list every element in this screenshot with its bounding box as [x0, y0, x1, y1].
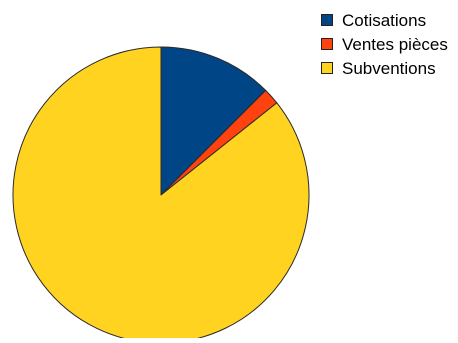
legend-item-subventions: Subventions	[321, 59, 458, 79]
pie-slice-subventions	[12, 46, 310, 343]
legend-swatch-subventions	[321, 62, 333, 74]
legend-swatch-cotisations	[321, 14, 333, 26]
chart-legend: Cotisations Ventes pièces Subventions	[321, 11, 458, 83]
legend-item-ventes-pieces: Ventes pièces	[321, 35, 458, 55]
pie-slice-cotisations	[160, 46, 267, 196]
legend-label-subventions: Subventions	[342, 59, 436, 78]
legend-label-cotisations: Cotisations	[342, 11, 427, 30]
legend-swatch-ventes-pieces	[321, 38, 333, 50]
legend-item-cotisations: Cotisations	[321, 11, 458, 31]
legend-label-ventes-pieces: Ventes pièces	[342, 35, 448, 54]
